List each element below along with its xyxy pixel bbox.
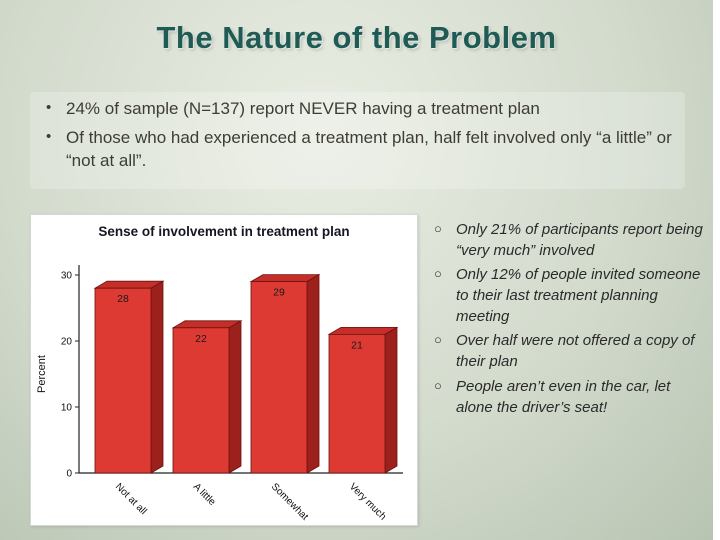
x-category-label: Not at all xyxy=(113,481,149,517)
bar: 28 Not at all xyxy=(93,280,165,517)
side-bullet-list: Only 21% of participants report being “v… xyxy=(432,220,704,422)
bar: 21 Very much xyxy=(327,326,399,523)
y-tick-label: 30 xyxy=(61,271,73,282)
bar: 22 A little xyxy=(171,320,243,508)
involvement-chart-panel: Sense of involvement in treatment plan 0… xyxy=(30,214,418,526)
bar-value-label: 28 xyxy=(117,293,129,305)
bar: 29 Somewhat xyxy=(249,273,321,523)
x-category-label: Very much xyxy=(347,481,388,522)
bullet-item: 24% of sample (N=137) report NEVER havin… xyxy=(40,98,675,121)
x-category-label: Somewhat xyxy=(269,481,310,522)
y-tick-label: 20 xyxy=(61,337,73,348)
bar-value-label: 22 xyxy=(195,333,207,345)
involvement-bar-chart: 0 10 20 30 Percent 28 Not at all 22 A little 29 So… xyxy=(36,265,403,523)
bullet-item: Of those who had experienced a treatment… xyxy=(40,127,675,173)
y-tick-label: 0 xyxy=(66,469,72,480)
sub-bullet-item: Only 21% of participants report being “v… xyxy=(432,220,704,261)
page-title: The Nature of the Problem xyxy=(156,20,557,55)
sub-bullet-item: Only 12% of people invited someone to th… xyxy=(432,265,704,327)
y-tick-label: 10 xyxy=(61,403,73,414)
bar-value-label: 21 xyxy=(351,339,363,351)
sub-bullet-item: Over half were not offered a copy of the… xyxy=(432,331,704,372)
chart-title: Sense of involvement in treatment plan xyxy=(98,224,350,239)
sub-bullet-item: People aren’t even in the car, let alone… xyxy=(432,377,704,418)
page-margin xyxy=(713,0,720,540)
main-bullet-list: 24% of sample (N=137) report NEVER havin… xyxy=(30,92,685,189)
y-axis-label: Percent xyxy=(36,355,48,393)
x-category-label: A little xyxy=(191,481,218,508)
bar-value-label: 29 xyxy=(273,287,285,299)
